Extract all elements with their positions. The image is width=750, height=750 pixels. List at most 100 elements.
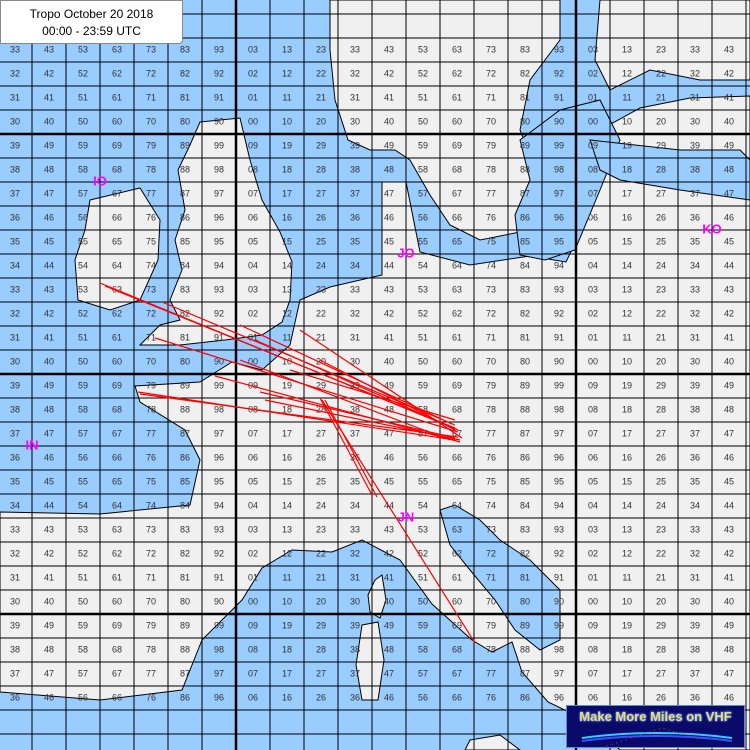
subsquare-label: 38 — [350, 404, 360, 414]
subsquare-label: 29 — [316, 620, 326, 630]
subsquare-label: 59 — [78, 620, 88, 630]
subsquare-label: 99 — [554, 380, 564, 390]
subsquare-label: 43 — [384, 524, 394, 534]
subsquare-label: 53 — [418, 44, 428, 54]
subsquare-label: 22 — [656, 308, 666, 318]
subsquare-label: 27 — [316, 428, 326, 438]
subsquare-label: 02 — [248, 308, 258, 318]
subsquare-label: 06 — [588, 212, 598, 222]
subsquare-label: 72 — [146, 548, 156, 558]
subsquare-label: 13 — [622, 524, 632, 534]
subsquare-label: 35 — [10, 476, 20, 486]
subsquare-label: 03 — [248, 284, 258, 294]
subsquare-label: 49 — [44, 620, 54, 630]
subsquare-label: 25 — [316, 476, 326, 486]
subsquare-label: 22 — [316, 548, 326, 558]
subsquare-label: 82 — [180, 308, 190, 318]
subsquare-label: 53 — [418, 284, 428, 294]
subsquare-label: 64 — [452, 260, 462, 270]
subsquare-label: 57 — [78, 428, 88, 438]
subsquare-label: 31 — [350, 332, 360, 342]
subsquare-label: 30 — [350, 596, 360, 606]
subsquare-label: 16 — [282, 692, 292, 702]
finland — [594, 0, 750, 91]
subsquare-label: 42 — [44, 68, 54, 78]
subsquare-label: 17 — [622, 668, 632, 678]
tropo-path-line — [239, 359, 451, 441]
tropo-path-line — [139, 393, 459, 438]
subsquare-label: 08 — [248, 644, 258, 654]
subsquare-label: 69 — [452, 380, 462, 390]
subsquare-label: 49 — [44, 140, 54, 150]
subsquare-label: 61 — [452, 332, 462, 342]
subsquare-label: 51 — [78, 92, 88, 102]
subsquare-label: 10 — [622, 356, 632, 366]
subsquare-label: 02 — [588, 308, 598, 318]
subsquare-label: 42 — [724, 548, 734, 558]
subsquare-label: 89 — [180, 140, 190, 150]
subsquare-label: 19 — [622, 380, 632, 390]
subsquare-label: 35 — [690, 476, 700, 486]
subsquare-label: 26 — [316, 692, 326, 702]
subsquare-label: 36 — [690, 692, 700, 702]
subsquare-label: 34 — [690, 500, 700, 510]
subsquare-label: 19 — [622, 620, 632, 630]
subsquare-label: 07 — [248, 428, 258, 438]
subsquare-label: 88 — [180, 644, 190, 654]
subsquare-label: 44 — [44, 260, 54, 270]
tropo-path-line — [264, 399, 461, 441]
subsquare-label: 18 — [282, 164, 292, 174]
subsquare-label: 30 — [350, 356, 360, 366]
subsquare-label: 70 — [486, 116, 496, 126]
subsquare-label: 05 — [588, 236, 598, 246]
subsquare-label: 19 — [622, 140, 632, 150]
subsquare-label: 48 — [44, 164, 54, 174]
subsquare-label: 79 — [146, 380, 156, 390]
subsquare-label: 43 — [44, 524, 54, 534]
mmmonvhf-logo[interactable]: Make More Miles on VHF — [566, 705, 745, 748]
subsquare-label: 41 — [724, 92, 734, 102]
subsquare-label: 46 — [44, 452, 54, 462]
subsquare-label: 85 — [520, 476, 530, 486]
subsquare-label: 23 — [316, 284, 326, 294]
subsquare-label: 06 — [248, 452, 258, 462]
subsquare-label: 24 — [316, 260, 326, 270]
subsquare-label: 34 — [350, 260, 360, 270]
subsquare-label: 12 — [622, 548, 632, 558]
subsquare-label: 68 — [452, 404, 462, 414]
subsquare-label: 80 — [520, 356, 530, 366]
subsquare-label: 51 — [78, 572, 88, 582]
subsquare-label: 40 — [44, 356, 54, 366]
subsquare-label: 42 — [724, 68, 734, 78]
subsquare-label: 81 — [180, 92, 190, 102]
subsquare-label: 79 — [486, 140, 496, 150]
subsquare-label: 45 — [44, 476, 54, 486]
subsquare-label: 13 — [622, 44, 632, 54]
subsquare-label: 88 — [180, 164, 190, 174]
subsquare-label: 21 — [316, 92, 326, 102]
subsquare-label: 85 — [180, 236, 190, 246]
subsquare-label: 84 — [180, 260, 190, 270]
subsquare-label: 07 — [588, 668, 598, 678]
subsquare-label: 22 — [316, 68, 326, 78]
subsquare-label: 40 — [384, 116, 394, 126]
subsquare-label: 10 — [282, 356, 292, 366]
subsquare-label: 28 — [316, 644, 326, 654]
subsquare-label: 49 — [384, 140, 394, 150]
subsquare-label: 33 — [10, 44, 20, 54]
subsquare-label: 49 — [724, 380, 734, 390]
subsquare-label: 03 — [248, 524, 258, 534]
subsquare-label: 35 — [350, 476, 360, 486]
subsquare-label: 20 — [316, 356, 326, 366]
subsquare-label: 02 — [248, 548, 258, 558]
subsquare-label: 04 — [588, 260, 598, 270]
subsquare-label: 16 — [282, 212, 292, 222]
sicily-tip — [464, 734, 521, 750]
subsquare-label: 51 — [418, 572, 428, 582]
subsquare-label: 01 — [588, 332, 598, 342]
subsquare-label: 94 — [214, 260, 224, 270]
subsquare-label: 66 — [112, 452, 122, 462]
subsquare-label: 34 — [10, 260, 20, 270]
subsquare-label: 52 — [418, 308, 428, 318]
